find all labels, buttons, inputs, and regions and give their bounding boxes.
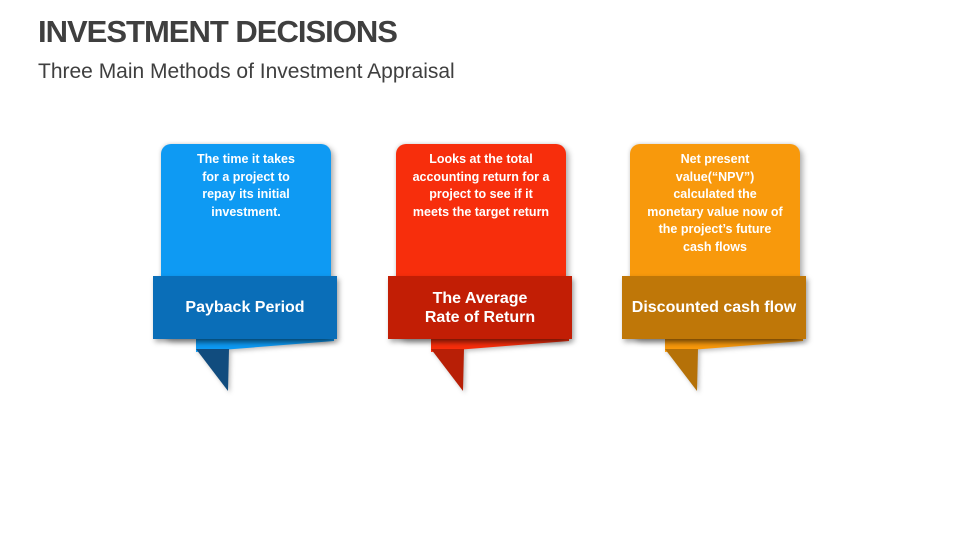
card-description: Net present value(“NPV”) calculated the … [647, 152, 783, 254]
ribbon-fold-tail [665, 349, 698, 391]
ribbon-fold-tail [431, 349, 464, 391]
card-label-banner: Discounted cash flow [622, 276, 806, 339]
card-description: Looks at the total accounting return for… [412, 152, 550, 219]
method-card-average-rate-of-return: Looks at the total accounting return for… [388, 144, 572, 392]
card-description: The time it takes for a project to repay… [197, 152, 295, 219]
ribbon-fold-shape [431, 339, 569, 391]
ribbon-fold-shape [665, 339, 803, 391]
card-label-banner: The Average Rate of Return [388, 276, 572, 339]
page-subtitle: Three Main Methods of Investment Apprais… [38, 60, 455, 83]
ribbon-fold-wedge [431, 339, 569, 352]
page-title: INVESTMENT DECISIONS [38, 14, 398, 49]
method-card-payback-period: The time it takes for a project to repay… [153, 144, 337, 392]
method-card-discounted-cash-flow: Net present value(“NPV”) calculated the … [622, 144, 806, 392]
ribbon-fold-tail [196, 349, 229, 391]
ribbon-fold-wedge [196, 339, 334, 352]
ribbon-fold-shape [196, 339, 334, 391]
ribbon-fold-wedge [665, 339, 803, 352]
card-label-banner: Payback Period [153, 276, 337, 339]
